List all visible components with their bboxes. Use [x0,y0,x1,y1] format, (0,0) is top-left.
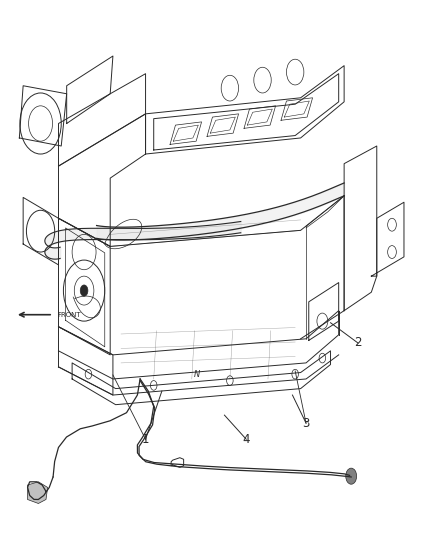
Text: 3: 3 [302,417,310,430]
Text: FRONT: FRONT [57,312,81,318]
Circle shape [80,285,88,296]
Text: 4: 4 [243,433,250,446]
Polygon shape [28,482,48,504]
Text: 1: 1 [142,433,149,446]
Text: 2: 2 [354,336,361,349]
Circle shape [346,468,357,484]
Text: N: N [194,370,200,378]
